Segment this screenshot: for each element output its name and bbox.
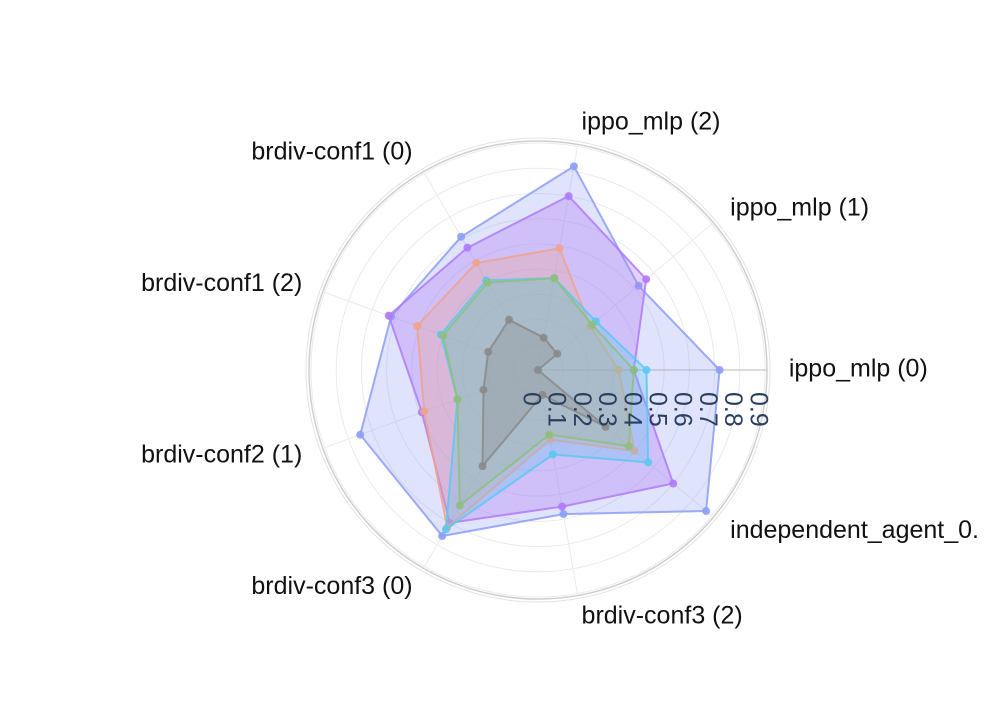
radial-tick-label: 0 [517,392,545,406]
category-label: brdiv-conf3 (0) [251,572,412,600]
data-point [455,501,464,510]
series-area [439,277,650,532]
data-point [413,322,422,331]
data-point [629,366,638,374]
category-label: independent_agent_0. [730,516,979,544]
data-point [538,390,547,399]
category-label: brdiv-conf3 (2) [582,602,743,630]
data-point [642,275,651,284]
data-point [624,442,633,451]
data-point [539,333,548,342]
data-point [601,422,610,431]
spoke-line [324,291,539,371]
data-point [644,458,653,467]
data-point [569,162,578,171]
data-point [441,525,450,534]
data-point [588,320,597,329]
spoke-line [424,173,539,371]
data-point [478,462,487,471]
radial-tick-label: 0.3 [593,392,621,427]
series-area [442,277,635,508]
outer-circle-ring [305,137,771,603]
data-point [559,510,568,519]
radial-tick-label: 0.6 [669,392,697,427]
data-point [356,430,365,439]
series-1 [384,192,678,527]
data-point [564,192,573,201]
radial-tick-label: 0.5 [644,392,672,427]
spoke-line [537,369,578,594]
spoke-line [537,146,578,371]
data-point [558,502,567,511]
data-point [484,347,493,356]
data-point [553,349,562,358]
data-point [614,366,623,374]
series-2 [413,244,639,532]
data-point [669,479,678,488]
series-4 [439,274,638,510]
category-label: ippo_mlp (0) [789,355,928,383]
radial-tick-label: 0.9 [744,392,772,427]
data-point [634,281,643,290]
category-label: brdiv-conf1 (0) [251,137,412,165]
radial-tick-label: 0.2 [568,392,596,427]
data-point [384,311,393,320]
data-point [534,366,542,374]
data-point [472,258,481,267]
data-point [548,450,557,459]
data-point [550,274,559,283]
data-point [715,366,724,374]
series-area [416,247,636,530]
data-point [453,395,462,404]
category-label: brdiv-conf1 (2) [141,269,302,297]
category-label: ippo_mlp (2) [582,108,721,136]
series-group [356,162,724,541]
series-area [387,194,675,525]
radial-tick-labels: 00.10.20.30.40.50.60.70.80.9 [517,392,772,427]
category-label: ippo_mlp (1) [730,193,869,221]
data-point [504,315,513,324]
data-point [642,366,651,374]
radial-tick-label: 0.7 [694,392,722,427]
data-point [479,385,488,394]
series-5 [478,315,610,471]
data-point [420,407,429,416]
radial-tick-label: 0.1 [543,392,571,427]
radial-tick-label: 0.8 [719,392,747,427]
data-point [702,507,711,516]
data-point [483,278,492,287]
data-point [555,244,564,253]
data-point [630,447,639,456]
data-point [463,243,472,252]
data-point [457,232,466,241]
data-point [438,532,447,541]
category-label: brdiv-conf2 (1) [141,440,302,468]
radial-tick-label: 0.4 [618,392,646,427]
spoke-line [537,223,713,371]
data-point [439,331,448,340]
angular-axis-labels: ippo_mlp (0) ippo_mlp (1) ippo_mlp (2) brdi… [141,108,979,630]
data-point [545,430,554,439]
